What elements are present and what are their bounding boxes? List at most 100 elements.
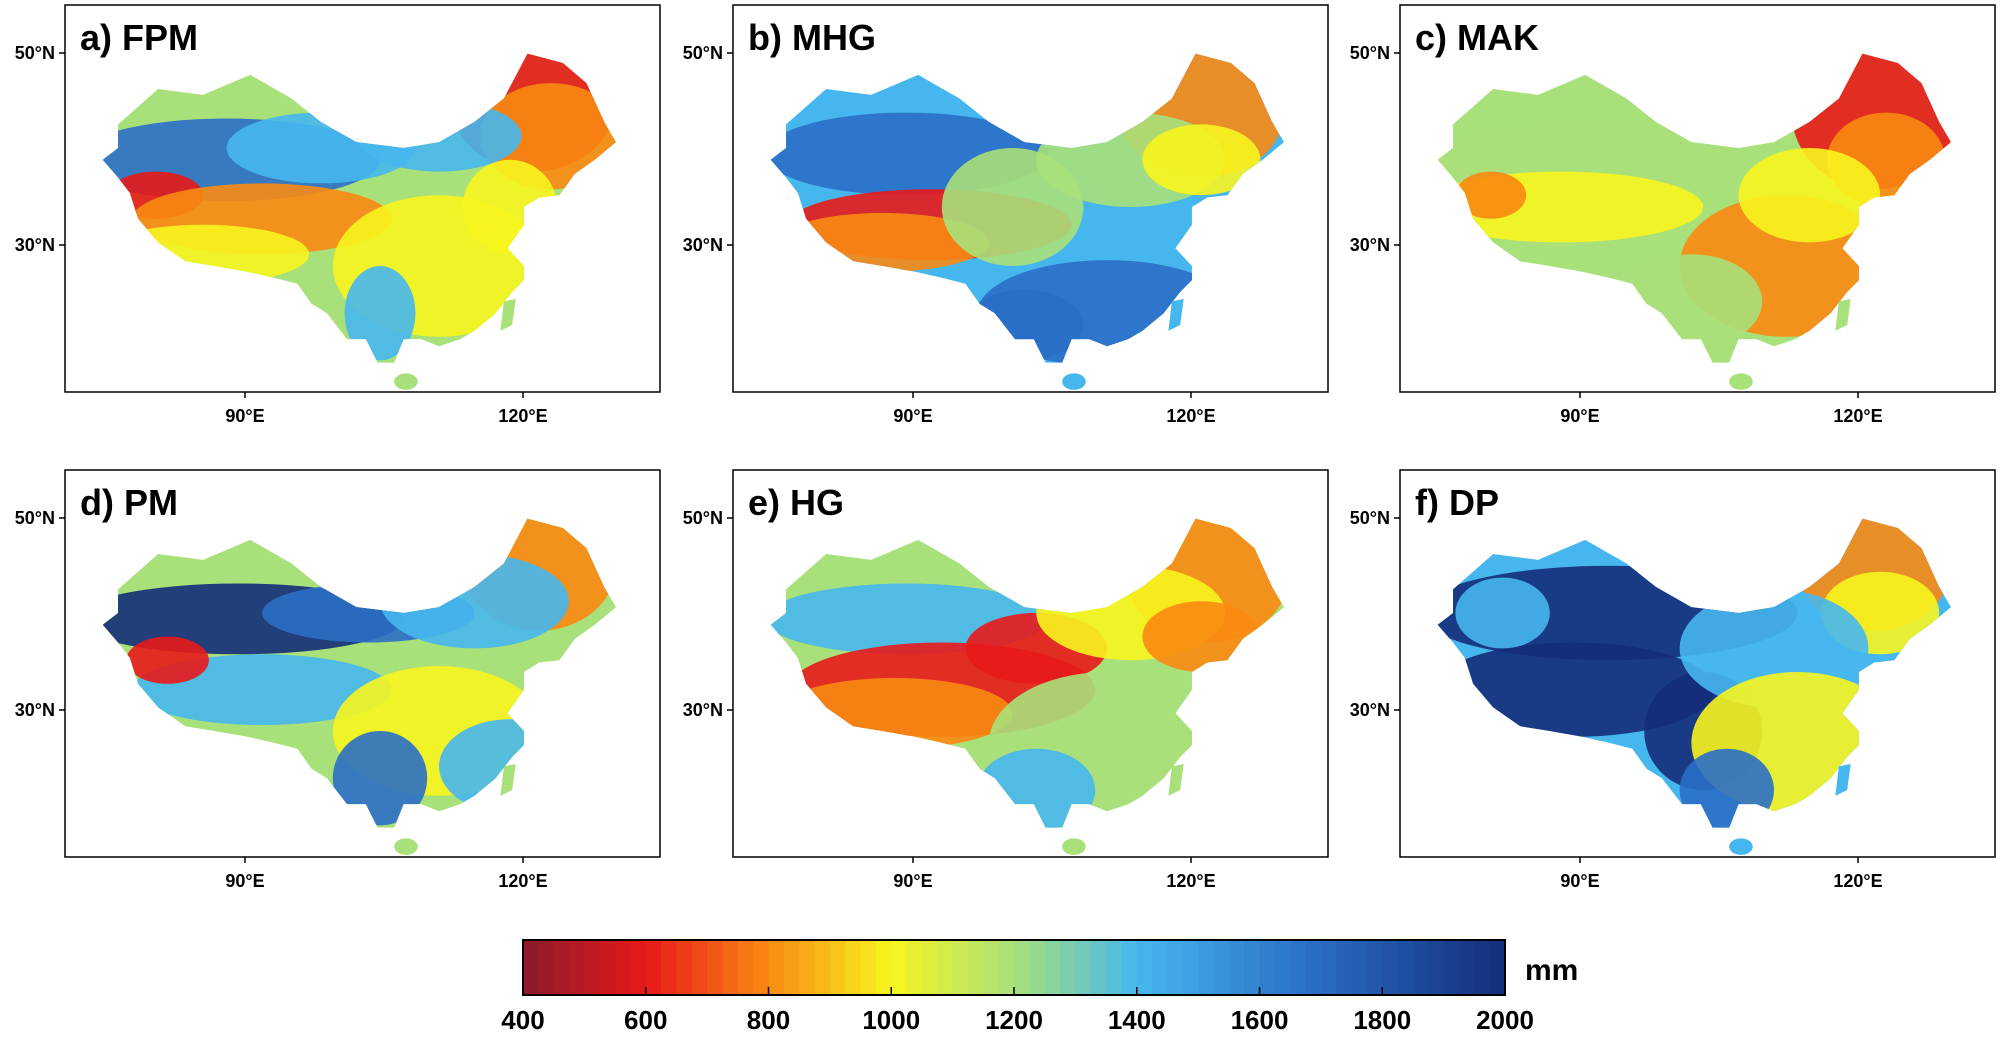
colorbar-swatch [1382, 940, 1399, 995]
colorbar-swatch [569, 940, 585, 995]
colorbar-swatch [523, 940, 539, 995]
colorbar-swatch [615, 940, 632, 995]
colorbar-swatch [875, 940, 892, 995]
colorbar-tick-label: 2000 [1476, 1005, 1534, 1035]
colorbar-swatch [799, 940, 816, 995]
lon-tick-label: 120°E [1833, 871, 1882, 891]
map-panel-e: e) HG 50°N 30°N 90°E 120°E [683, 469, 1329, 891]
precip-region [126, 636, 209, 684]
precip-region [1455, 171, 1527, 219]
lon-tick-label: 120°E [1166, 406, 1215, 426]
precip-region [1437, 642, 1716, 737]
precip-region [1142, 601, 1261, 672]
colorbar-swatch [814, 940, 831, 995]
map-panel-d: d) PM 50°N 30°N 90°E 120°E [15, 469, 661, 891]
colorbar-unit: mm [1525, 954, 1578, 987]
lat-tick-label: 50°N [15, 43, 55, 63]
colorbar-tick-label: 1200 [985, 1005, 1043, 1035]
colorbar-swatch [691, 940, 708, 995]
colorbar-swatch [1090, 940, 1107, 995]
lon-tick-label: 120°E [498, 871, 547, 891]
colorbar-tick-label: 1000 [862, 1005, 920, 1035]
lon-tick-label: 90°E [1560, 871, 1599, 891]
hainan-island [1729, 373, 1753, 390]
precip-region [344, 266, 416, 361]
lon-tick-label: 90°E [893, 871, 932, 891]
colorbar-swatch [538, 940, 555, 995]
colorbar-swatch [722, 940, 739, 995]
colorbar-tick-label: 800 [747, 1005, 790, 1035]
colorbar-swatch [1213, 940, 1230, 995]
colorbar-swatch [1443, 940, 1460, 995]
colorbar-swatch [1305, 940, 1322, 995]
colorbar-swatch [584, 940, 601, 995]
colorbar-swatch [829, 940, 846, 995]
colorbar-swatch [676, 940, 693, 995]
lat-tick-label: 50°N [683, 43, 723, 63]
colorbar-swatch [630, 940, 647, 995]
colorbar-swatch [1182, 940, 1199, 995]
precip-region [332, 731, 428, 826]
lon-tick-label: 120°E [1166, 871, 1215, 891]
map-panel-f: f) DP 50°N 30°N 90°E 120°E [1350, 469, 1996, 891]
taiwan-island [500, 764, 516, 796]
colorbar-swatch [906, 940, 923, 995]
colorbar-swatch [1489, 940, 1506, 995]
colorbar-swatch [845, 940, 862, 995]
colorbar-swatch [661, 940, 678, 995]
colorbar-swatch [1198, 940, 1215, 995]
colorbar-swatch [753, 940, 770, 995]
panel-title: c) MAK [1415, 17, 1539, 58]
lat-tick-label: 50°N [1350, 43, 1390, 63]
precip-region [1738, 148, 1881, 243]
colorbar-swatch [645, 940, 662, 995]
colorbar-swatch [1014, 940, 1030, 995]
colorbar-swatch [707, 940, 724, 995]
colorbar-swatch [1228, 940, 1245, 995]
hainan-island [1062, 373, 1086, 390]
colorbar-swatch [1060, 940, 1076, 995]
colorbar-tick-label: 1400 [1108, 1005, 1166, 1035]
map-panel-b: b) MHG 50°N 30°N 90°E 120°E [683, 4, 1329, 426]
colorbar-tick-label: 1800 [1353, 1005, 1411, 1035]
panel-title: b) MHG [748, 17, 876, 58]
lat-tick-label: 50°N [1350, 508, 1390, 528]
colorbar-swatch [1290, 940, 1307, 995]
panel-title: f) DP [1415, 482, 1499, 523]
panel-title: a) FPM [80, 17, 198, 58]
colorbar-swatch [952, 940, 969, 995]
lon-tick-label: 90°E [893, 406, 932, 426]
colorbar-swatch [1106, 940, 1123, 995]
colorbar-swatch [1075, 940, 1092, 995]
colorbar-swatch [967, 940, 984, 995]
lat-tick-label: 50°N [683, 508, 723, 528]
map-panel-a: a) FPM 50°N 30°N 90°E 120°E [15, 4, 661, 426]
colorbar-swatch [998, 940, 1015, 995]
colorbar-swatch [1136, 940, 1153, 995]
colorbar-swatch [1397, 940, 1414, 995]
colorbar-swatch [1152, 940, 1169, 995]
hainan-island [394, 838, 418, 855]
colorbar-swatch [860, 940, 877, 995]
colorbar-swatch [921, 940, 938, 995]
colorbar-swatch [1474, 940, 1491, 995]
precip-region [941, 148, 1084, 266]
colorbar-swatch [737, 940, 754, 995]
lon-tick-label: 120°E [1833, 406, 1882, 426]
taiwan-island [1168, 299, 1184, 331]
hainan-island [1062, 838, 1086, 855]
colorbar-swatch [1044, 940, 1061, 995]
taiwan-island [1835, 764, 1851, 796]
colorbar-swatch [1336, 940, 1353, 995]
hainan-island [394, 373, 418, 390]
colorbar-swatch [553, 940, 570, 995]
lon-tick-label: 90°E [225, 871, 264, 891]
colorbar-swatch [768, 940, 785, 995]
lat-tick-label: 30°N [683, 700, 723, 720]
lat-tick-label: 30°N [1350, 700, 1390, 720]
lat-tick-label: 30°N [15, 700, 55, 720]
lat-tick-label: 30°N [1350, 235, 1390, 255]
colorbar-swatch [599, 940, 616, 995]
map-panel-c: c) MAK 50°N 30°N 90°E 120°E [1350, 4, 1996, 426]
